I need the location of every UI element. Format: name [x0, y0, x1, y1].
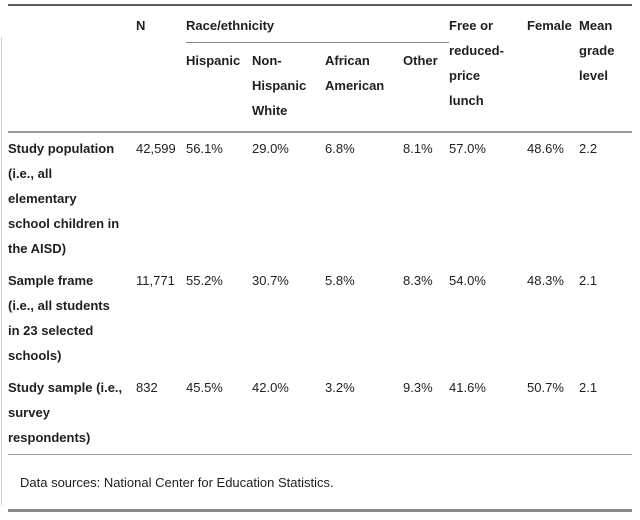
table-row-study-population: Study population (i.e., all elementary s…: [8, 132, 632, 265]
other-cell: 8.3%: [403, 273, 433, 288]
table-row-study-sample: Study sample (i.e., survey respondents) …: [8, 372, 632, 455]
female-cell: 48.3%: [527, 273, 564, 288]
female-cell: 50.7%: [527, 380, 564, 395]
hispanic-cell: 45.5%: [186, 380, 223, 395]
table-header: N Race/ethnicity Free or reduced- price …: [8, 5, 632, 132]
col-header-non-hispanic-white: Non- Hispanic White: [252, 53, 307, 118]
col-header-mean-grade: Mean grade level: [579, 18, 615, 83]
n-cell: 42,599: [136, 141, 176, 156]
row-label-cell: Study sample (i.e., survey respondents): [8, 380, 123, 445]
col-header-n: N: [136, 18, 146, 33]
other-cell: 9.3%: [403, 380, 433, 395]
n-cell: 11,771: [136, 273, 175, 288]
other-cell: 8.1%: [403, 141, 433, 156]
col-group-race-ethnicity: Race/ethnicity: [186, 5, 450, 43]
stub-header: [8, 5, 136, 132]
table-footnote: Data sources: National Center for Educat…: [8, 455, 632, 512]
african-american-cell: 5.8%: [325, 273, 355, 288]
row-label-cell: Sample frame (i.e., all students in 23 s…: [8, 273, 110, 363]
col-header-lunch: Free or reduced- price lunch: [449, 18, 504, 108]
non-hispanic-white-cell: 30.7%: [252, 273, 289, 288]
hispanic-cell: 56.1%: [186, 141, 223, 156]
col-header-african-american: African American: [325, 53, 385, 93]
demographics-table: N Race/ethnicity Free or reduced- price …: [8, 4, 633, 455]
lunch-cell: 54.0%: [449, 273, 486, 288]
african-american-cell: 6.8%: [325, 141, 355, 156]
non-hispanic-white-cell: 29.0%: [252, 141, 289, 156]
mean-grade-cell: 2.2: [579, 141, 598, 156]
table-body: Study population (i.e., all elementary s…: [8, 132, 633, 455]
non-hispanic-white-cell: 42.0%: [252, 380, 289, 395]
table-row-sample-frame: Sample frame (i.e., all students in 23 s…: [8, 265, 632, 372]
lunch-cell: 41.6%: [449, 380, 486, 395]
n-cell: 832: [136, 380, 158, 395]
page-edge-line: [1, 37, 2, 505]
row-label-cell: Study population (i.e., all elementary s…: [8, 141, 120, 256]
col-header-female: Female: [527, 18, 572, 33]
african-american-cell: 3.2%: [325, 380, 355, 395]
col-header-other: Other: [403, 53, 438, 68]
header-row-top: N Race/ethnicity Free or reduced- price …: [8, 5, 632, 108]
mean-grade-cell: 2.1: [579, 273, 598, 288]
header-row-sub: Hispanic Non- Hispanic White African Ame…: [8, 43, 632, 133]
mean-grade-cell: 2.1: [579, 380, 598, 395]
lunch-cell: 57.0%: [449, 141, 486, 156]
female-cell: 48.6%: [527, 141, 564, 156]
hispanic-cell: 55.2%: [186, 273, 223, 288]
col-header-hispanic: Hispanic: [186, 53, 241, 68]
